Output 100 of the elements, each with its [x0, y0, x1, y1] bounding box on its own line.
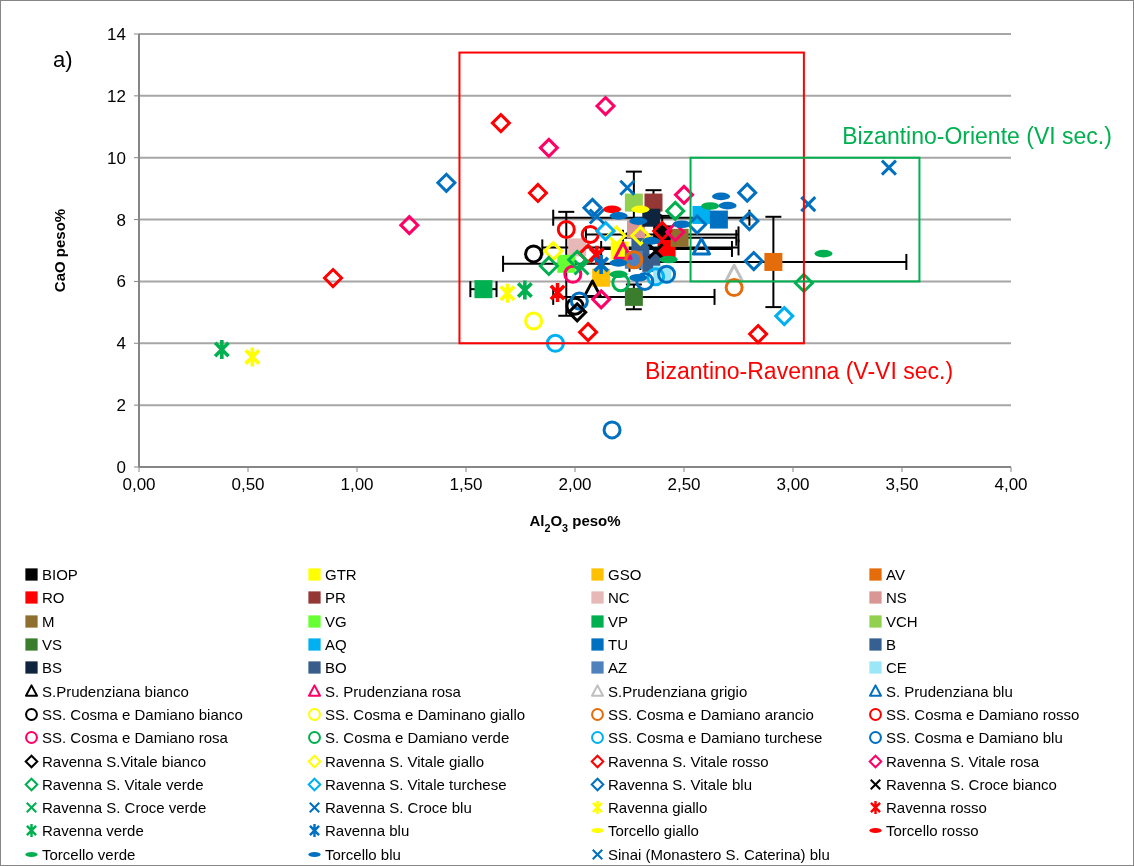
- point: [602, 420, 622, 440]
- legend-label: SS. Cosma e Damiano turchese: [608, 729, 823, 747]
- legend-label: VG: [325, 612, 347, 630]
- legend-label: Torcello blu: [325, 845, 401, 863]
- point: [545, 333, 565, 353]
- legend-label: Ravenna S. Vitale giallo: [325, 752, 484, 770]
- point: [524, 311, 544, 331]
- point: [573, 259, 591, 277]
- legend-label: S. Prudenziana blu: [886, 682, 1013, 700]
- legend-label: S.Prudenziana bianco: [42, 682, 189, 700]
- legend-label: TU: [608, 636, 628, 654]
- legend-label: VP: [608, 612, 629, 630]
- y-tick-label: 14: [107, 25, 126, 45]
- point: [538, 137, 559, 158]
- legend-label: S.Prudenziana grigio: [608, 682, 748, 700]
- legend-label: SS. Cosma e Damiano arancio: [608, 705, 814, 723]
- legend-label: Ravenna S. Vitale rosso: [608, 752, 769, 770]
- point: [665, 200, 686, 221]
- point: [630, 225, 651, 246]
- legend-label: Torcello giallo: [608, 822, 699, 840]
- point: [774, 306, 795, 327]
- point: [624, 287, 643, 306]
- point: [543, 241, 564, 262]
- point: [567, 249, 588, 270]
- legend-label: SS. Cosma e Damiano rosa: [42, 729, 228, 747]
- x-tick-label: 4,00: [994, 475, 1028, 495]
- point: [635, 271, 655, 291]
- y-tick-label: 2: [116, 396, 126, 416]
- point: [567, 302, 588, 323]
- point: [739, 211, 760, 232]
- y-tick-label: 8: [116, 210, 126, 230]
- point: [618, 179, 636, 197]
- point: [595, 221, 616, 242]
- point: [588, 207, 606, 225]
- point: [691, 237, 712, 256]
- point: [880, 159, 898, 177]
- point: [244, 347, 261, 367]
- x-tick-label: 3,00: [776, 475, 810, 495]
- x-tick-label: 1,50: [449, 475, 483, 495]
- point: [595, 96, 616, 117]
- point: [647, 242, 665, 260]
- legend-label: Sinai (Monastero S. Caterina) blu: [608, 845, 830, 863]
- point: [524, 244, 544, 264]
- point: [556, 219, 576, 239]
- x-tick-label: 3,50: [885, 475, 919, 495]
- legend-label: AV: [886, 566, 905, 584]
- point: [474, 280, 493, 299]
- point: [578, 322, 599, 343]
- legend-label: Torcello verde: [42, 845, 136, 863]
- x-tick-label: 1,00: [340, 475, 374, 495]
- legend-label: Ravenna rosso: [886, 799, 987, 817]
- point: [565, 296, 585, 316]
- legend-label: VS: [42, 636, 63, 654]
- y-tick-label: 4: [116, 334, 126, 354]
- point: [591, 289, 612, 310]
- point: [538, 255, 559, 276]
- legend-label: Ravenna S. Vitale turchese: [325, 775, 507, 793]
- y-axis-title: CaO peso%: [51, 208, 68, 293]
- x-tick-label: 0,50: [231, 475, 265, 495]
- annotation: Bizantino-Oriente (VI sec.): [842, 123, 1112, 149]
- point: [436, 172, 457, 193]
- point: [709, 210, 728, 229]
- point: [737, 182, 758, 203]
- point: [657, 264, 677, 284]
- legend-label: Ravenna giallo: [608, 799, 708, 817]
- legend-label: CE: [886, 659, 907, 677]
- legend-label: Torcello rosso: [886, 822, 979, 840]
- annotation: Bizantino-Ravenna (V-VI sec.): [644, 358, 954, 384]
- legend-label: Ravenna verde: [42, 822, 144, 840]
- point: [743, 251, 764, 272]
- legend-label: Ravenna blu: [325, 822, 410, 840]
- point: [499, 283, 516, 303]
- y-tick-label: 0: [116, 458, 126, 478]
- legend-label: B: [886, 636, 897, 654]
- legend-label: BIOP: [42, 566, 78, 584]
- legend-label: AZ: [608, 659, 628, 677]
- point: [490, 113, 511, 134]
- x-axis-title: Al$_{2}$O$_{3}$ peso%: [529, 512, 621, 534]
- x-tick-label: 2,50: [667, 475, 701, 495]
- point: [323, 268, 344, 289]
- y-tick-label: 6: [116, 272, 126, 292]
- legend-label: NC: [608, 589, 630, 607]
- point: [611, 273, 631, 293]
- point: [582, 197, 603, 218]
- x-tick-label: 2,00: [558, 475, 592, 495]
- legend-label: Ravenna S. Croce blu: [325, 799, 472, 817]
- legend-label: PR: [325, 589, 346, 607]
- point: [748, 324, 769, 345]
- legend-label: GSO: [608, 566, 642, 584]
- legend-label: Ravenna S.Vitale bianco: [42, 752, 207, 770]
- legend-label: BO: [325, 659, 347, 677]
- legend-label: SS. Cosma e Damiano blu: [886, 729, 1063, 747]
- point: [764, 252, 783, 271]
- point: [665, 221, 686, 242]
- point: [527, 182, 548, 203]
- legend-label: SS. Cosma e Damiano rosso: [886, 705, 1080, 723]
- legend-label: Ravenna S. Croce bianco: [886, 775, 1057, 793]
- legend-label: S. Prudenziana rosa: [325, 682, 461, 700]
- legend-label: S. Cosma e Damiano verde: [325, 729, 510, 747]
- legend-label: Ravenna S. Croce verde: [42, 799, 207, 817]
